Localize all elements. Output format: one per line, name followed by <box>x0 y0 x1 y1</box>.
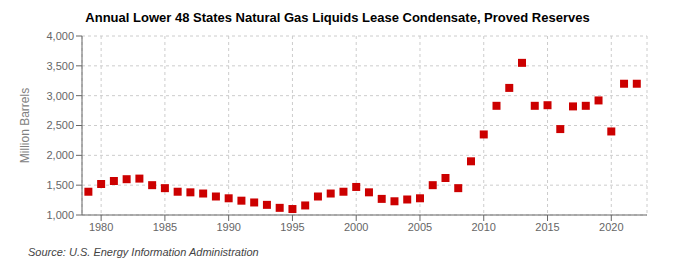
svg-text:Million Barrels: Million Barrels <box>18 88 32 163</box>
svg-text:1990: 1990 <box>216 221 240 233</box>
svg-text:1995: 1995 <box>280 221 304 233</box>
svg-text:2020: 2020 <box>599 221 623 233</box>
html-text:Source: U.S. Energy Informatio: Source: U.S. Energy Information Administ… <box>28 246 259 258</box>
svg-text:2,500: 2,500 <box>46 119 74 131</box>
svg-text:2000: 2000 <box>344 221 368 233</box>
svg-text:1980: 1980 <box>89 221 113 233</box>
svg-text:2,000: 2,000 <box>46 149 74 161</box>
svg-text:2005: 2005 <box>408 221 432 233</box>
svg-text:2015: 2015 <box>535 221 559 233</box>
svg-text:1,000: 1,000 <box>46 209 74 221</box>
svg-text:4,000: 4,000 <box>46 30 74 42</box>
svg-text:1985: 1985 <box>153 221 177 233</box>
svg-text:2010: 2010 <box>472 221 496 233</box>
svg-text:3,000: 3,000 <box>46 90 74 102</box>
html-text:Annual Lower 48 States Natural: Annual Lower 48 States Natural Gas Liqui… <box>85 10 590 25</box>
svg-text:3,500: 3,500 <box>46 60 74 72</box>
svg-text:1,500: 1,500 <box>46 179 74 191</box>
